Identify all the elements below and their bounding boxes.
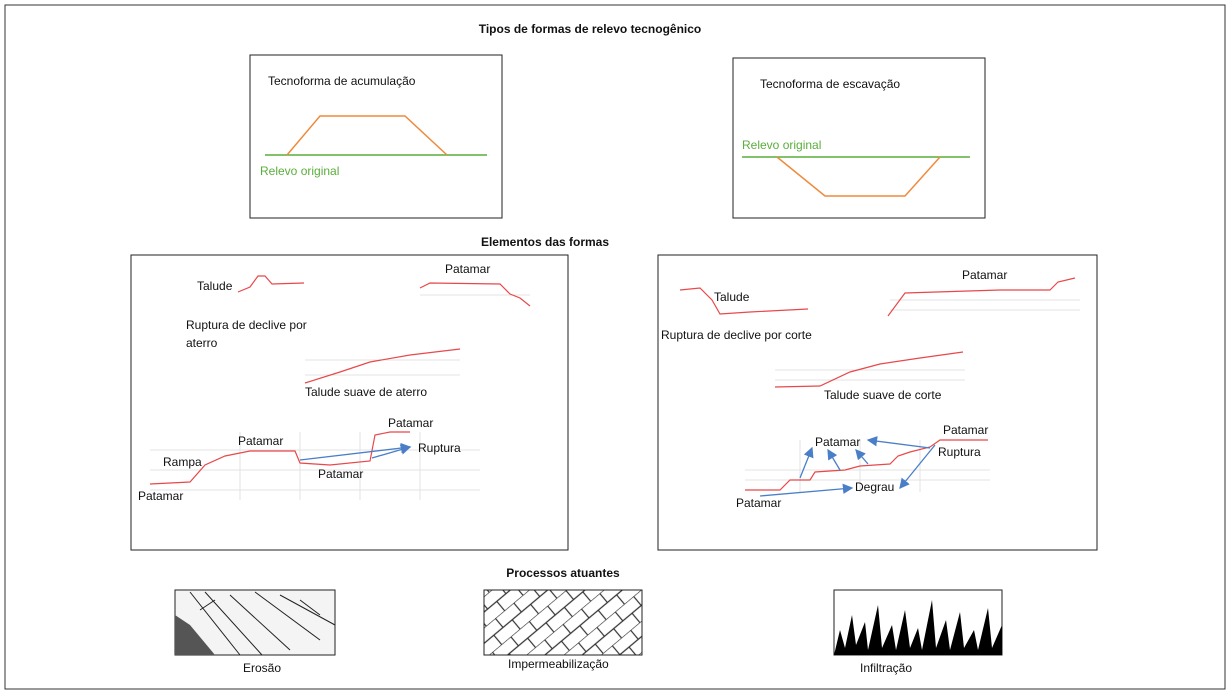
- label: Talude suave de corte: [824, 388, 942, 402]
- panel: [657, 254, 1098, 551]
- label: Infiltração: [860, 661, 912, 675]
- label: Ruptura de declive por: [186, 318, 307, 332]
- label: Degrau: [855, 480, 894, 494]
- baseline-label: Relevo original: [260, 164, 339, 178]
- label: Talude suave de aterro: [305, 385, 427, 399]
- arrow: [799, 446, 814, 479]
- arrow: [299, 442, 412, 461]
- baseline-label: Relevo original: [742, 138, 821, 152]
- label: Talude: [714, 290, 750, 304]
- label: Impermeabilização: [508, 657, 609, 671]
- outer-frame: [4, 4, 1226, 690]
- arrow: [899, 444, 936, 490]
- panel: [130, 254, 569, 551]
- panel-title: Tecnoforma de acumulação: [268, 74, 416, 88]
- arrow: [855, 449, 869, 465]
- label: Patamar: [962, 268, 1007, 282]
- label: Patamar: [815, 435, 860, 449]
- label: Patamar: [943, 423, 988, 437]
- label: Erosão: [243, 661, 281, 675]
- grid: [745, 299, 1080, 492]
- label: Ruptura de declive por corte: [661, 328, 812, 342]
- label: Patamar: [388, 416, 433, 430]
- panel-title: Tecnoforma de escavação: [760, 77, 900, 91]
- label: Patamar: [736, 496, 781, 510]
- landform: [286, 115, 448, 156]
- label: Patamar: [138, 489, 183, 503]
- arrow: [759, 483, 854, 497]
- label: Patamar: [445, 262, 490, 276]
- erosion-icon: [174, 589, 336, 656]
- arrow: [827, 448, 841, 471]
- label: Patamar: [318, 467, 363, 481]
- arrow: [371, 444, 412, 459]
- label: Rampa: [163, 455, 202, 469]
- title: Tipos de formas de relevo tecnogênico: [479, 22, 702, 36]
- grass-icon: [833, 589, 1003, 656]
- grid: [150, 294, 530, 500]
- arrow: [866, 436, 931, 449]
- profiles: [149, 275, 531, 485]
- label: Ruptura: [938, 445, 981, 459]
- section-title: Processos atuantes: [506, 566, 620, 580]
- panel: [732, 57, 986, 219]
- label: Patamar: [238, 434, 283, 448]
- label: aterro: [186, 336, 218, 350]
- label: Ruptura: [418, 441, 461, 455]
- section-title: Elementos das formas: [481, 235, 609, 249]
- panel: [249, 54, 503, 219]
- profiles: [679, 277, 1076, 491]
- paving-icon: [483, 589, 643, 656]
- label: Talude: [197, 279, 233, 293]
- landform: [776, 156, 941, 197]
